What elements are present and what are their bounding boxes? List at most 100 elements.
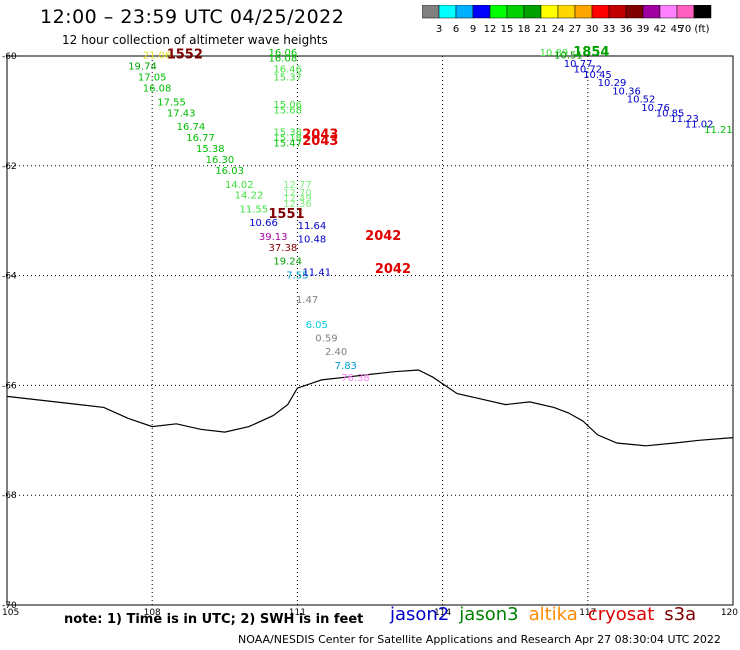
wave-height-label: 2.40: [325, 347, 347, 358]
wave-height-label: 16.03: [215, 166, 244, 177]
wave-height-label: 12.49: [283, 193, 312, 204]
wave-height-label: 10.45: [583, 70, 612, 81]
wave-height-label: 17.43: [167, 108, 196, 119]
wave-height-label: 10.29: [598, 78, 627, 89]
satellite-legend-item: s3a: [664, 604, 697, 625]
wave-height-label: 39.13: [259, 232, 288, 243]
wave-height-label: 10.52: [627, 95, 656, 106]
x-axis-tick: 114: [434, 608, 451, 618]
colorbar-tick: 3: [436, 24, 442, 35]
satellite-legend-item: jason3: [459, 604, 519, 625]
wave-height-label: 15.38: [273, 128, 302, 139]
wave-height-label: 15.18: [273, 133, 302, 144]
wave-height-label: 11.41: [302, 268, 331, 279]
wave-height-label: 11.55: [240, 204, 269, 215]
wave-height-label: 0.59: [315, 333, 337, 344]
wave-height-label: 15.37: [273, 73, 302, 84]
wave-height-label: 15.38: [196, 144, 225, 155]
colorbar-tick: 33: [603, 24, 616, 35]
x-axis-tick: 108: [144, 608, 161, 618]
colorbar-tick: 30: [586, 24, 599, 35]
wave-height-label: 14.02: [225, 180, 254, 191]
wave-height-label: 11.02: [685, 119, 714, 130]
wave-height-label: 11.23: [670, 114, 699, 125]
colorbar-tick: 27: [569, 24, 582, 35]
plot-frame: [6, 55, 734, 606]
wave-height-label: 16.77: [186, 133, 215, 144]
wave-height-label: 10.77: [564, 59, 593, 70]
colorbar-tick: 45: [671, 24, 684, 35]
wave-height-label: 37.38: [269, 243, 298, 254]
colorbar-tick: 24: [552, 24, 565, 35]
wave-height-label: 1.47: [296, 295, 318, 306]
wave-height-label: 16.46: [273, 64, 302, 75]
wave-height-label: 16.74: [177, 122, 206, 133]
colorbar-tick: 12: [484, 24, 497, 35]
credit-line: NOAA/NESDIS Center for Satellite Applica…: [238, 633, 721, 646]
time-label: 1854: [573, 45, 609, 60]
wave-height-label: 10.51: [554, 51, 583, 62]
map-subtitle: 12 hour collection of altimeter wave hei…: [62, 33, 328, 47]
y-axis-tick: -70: [2, 601, 17, 611]
x-axis-tick: 111: [289, 608, 306, 618]
wave-height-label: 19.74: [128, 62, 157, 73]
colorbar-tick: 42: [654, 24, 667, 35]
satellite-legend-item: altika: [528, 604, 578, 625]
wave-height-label: 10.66: [249, 218, 278, 229]
y-axis-tick: -64: [2, 272, 17, 282]
x-axis-tick: 117: [579, 608, 596, 618]
time-label: 2042: [365, 229, 401, 244]
colorbar-swatch: [693, 5, 712, 19]
colorbar-tick: 15: [501, 24, 514, 35]
wave-height-label: 10.85: [656, 108, 685, 119]
wave-height-label: 10.76: [641, 103, 670, 114]
wave-height-label: 10.72: [573, 64, 602, 75]
wave-height-label: 11.64: [298, 221, 327, 232]
wave-height-label: 12.36: [283, 199, 312, 210]
wave-height-label: 7.83: [335, 361, 357, 372]
x-axis-tick: 120: [721, 608, 738, 618]
colorbar-tick: 6: [453, 24, 459, 35]
map-title: 12:00 – 23:59 UTC 04/25/2022: [40, 6, 345, 28]
time-label: 1552: [167, 48, 203, 63]
y-axis-tick: -68: [2, 491, 17, 501]
wave-height-label: 15.68: [273, 106, 302, 117]
x-axis-tick: 105: [2, 608, 19, 618]
wave-height-label: 10.48: [298, 235, 327, 246]
wave-height-label: 6.05: [306, 320, 328, 331]
wave-height-label: 17.05: [138, 73, 167, 84]
wave-height-label: 16.30: [206, 155, 235, 166]
wave-height-label: 19.24: [273, 257, 302, 268]
satellite-legend: jason2 jason3 altika cryosat s3a: [390, 604, 706, 625]
satellite-legend-item: cryosat: [587, 604, 655, 625]
coastline: [6, 369, 734, 447]
colorbar-tick: 39: [637, 24, 650, 35]
colorbar-tick: 36: [620, 24, 633, 35]
wave-height-label: 17.55: [157, 97, 186, 108]
wave-height-label: 16.08: [269, 53, 298, 64]
y-axis-tick: -60: [2, 52, 17, 62]
wave-height-label: 21.06: [143, 51, 172, 62]
wave-height-label: 16.08: [143, 84, 172, 95]
time-label: 2043: [302, 134, 338, 149]
time-label: 1551: [268, 207, 304, 222]
wave-height-label: 12.77: [283, 180, 312, 191]
time-label: 2043: [302, 127, 338, 142]
wave-height-label: 14.22: [235, 191, 264, 202]
wave-height-label: 16.06: [269, 48, 298, 59]
colorbar-tick: 18: [518, 24, 531, 35]
satellite-legend-item: jason2: [390, 604, 450, 625]
wave-height-label: 15.06: [273, 100, 302, 111]
wave-height-label: 10.89: [540, 48, 569, 59]
y-axis-tick: -62: [2, 162, 17, 172]
wave-height-label: 12.70: [283, 188, 312, 199]
wave-height-label: 10.36: [612, 86, 641, 97]
colorbar-tick: 9: [470, 24, 476, 35]
wave-height-label: 7.55: [286, 270, 308, 281]
y-axis-tick: -66: [2, 381, 17, 391]
wave-height-label: 11.21: [704, 125, 733, 136]
colorbar-tick: 21: [535, 24, 548, 35]
wave-height-label: 15.47: [273, 139, 302, 150]
